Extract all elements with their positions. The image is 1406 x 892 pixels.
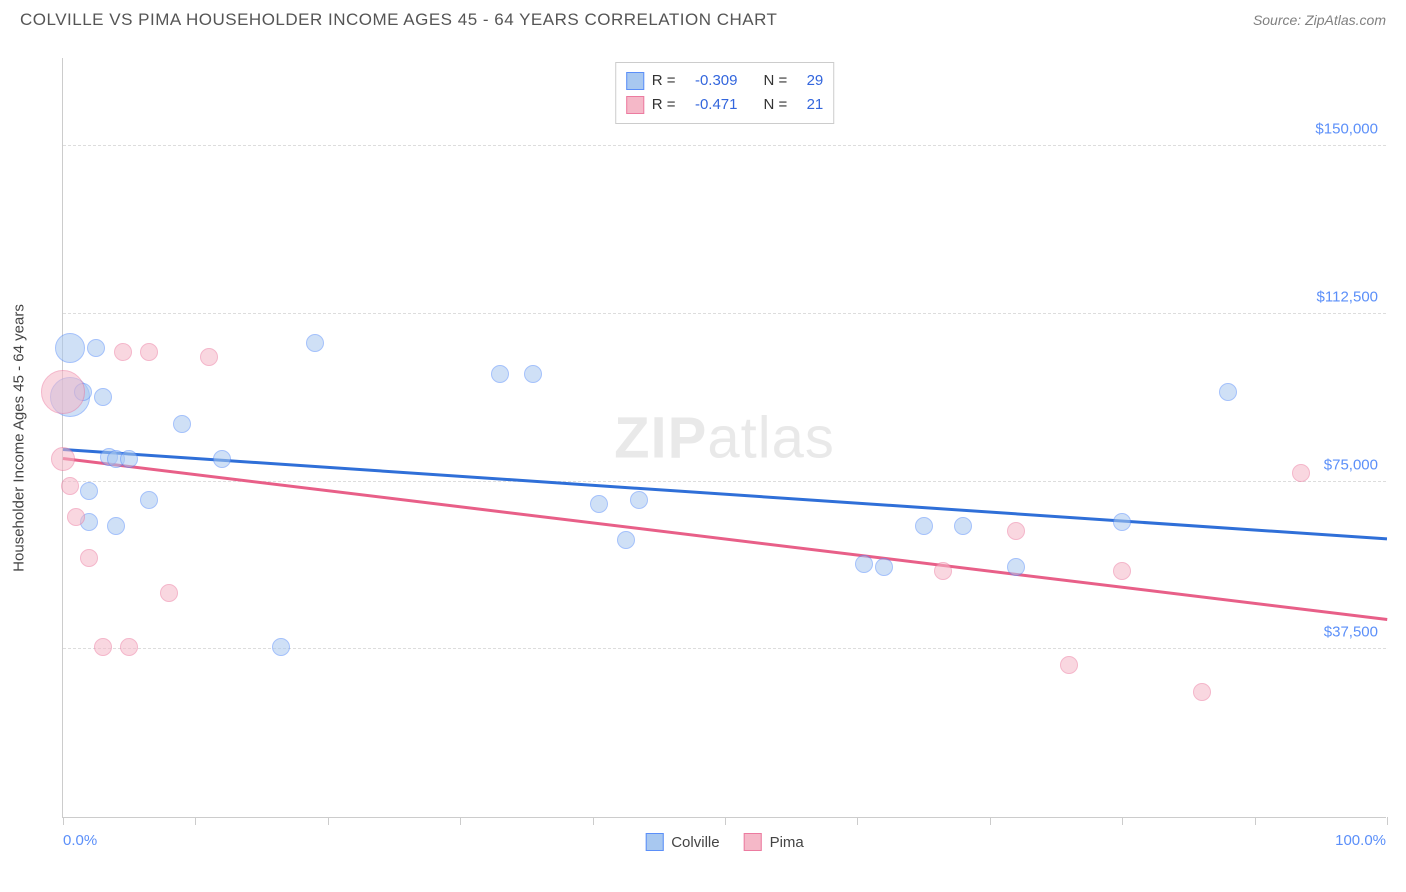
- legend-item: Colville: [645, 833, 719, 851]
- data-point: [915, 517, 933, 535]
- legend-swatch: [626, 96, 644, 114]
- stats-row: R = -0.309 N = 29: [626, 69, 824, 93]
- data-point: [213, 450, 231, 468]
- data-point: [1007, 522, 1025, 540]
- r-label: R =: [652, 93, 676, 117]
- data-point: [1292, 464, 1310, 482]
- x-tick: [328, 817, 329, 825]
- x-tick: [63, 817, 64, 825]
- data-point: [1219, 383, 1237, 401]
- data-point: [160, 584, 178, 602]
- data-point: [306, 334, 324, 352]
- n-label: N =: [764, 69, 788, 93]
- data-point: [1193, 683, 1211, 701]
- data-point: [630, 491, 648, 509]
- data-point: [934, 562, 952, 580]
- gridline: [63, 145, 1386, 146]
- data-point: [87, 339, 105, 357]
- data-point: [954, 517, 972, 535]
- data-point: [1007, 558, 1025, 576]
- gridline: [63, 313, 1386, 314]
- data-point: [51, 447, 75, 471]
- data-point: [80, 549, 98, 567]
- data-point: [41, 370, 85, 414]
- y-tick-label: $37,500: [1324, 624, 1378, 641]
- data-point: [114, 343, 132, 361]
- watermark: ZIPatlas: [614, 404, 835, 471]
- stats-legend: R = -0.309 N = 29 R = -0.471 N = 21: [615, 62, 835, 124]
- y-tick-label: $150,000: [1315, 121, 1378, 138]
- series-legend: Colville Pima: [645, 833, 804, 851]
- data-point: [94, 388, 112, 406]
- x-tick: [593, 817, 594, 825]
- data-point: [120, 450, 138, 468]
- data-point: [94, 638, 112, 656]
- data-point: [855, 555, 873, 573]
- data-point: [67, 508, 85, 526]
- data-point: [617, 531, 635, 549]
- data-point: [107, 517, 125, 535]
- legend-swatch: [744, 833, 762, 851]
- legend-swatch: [645, 833, 663, 851]
- x-axis-label: 0.0%: [63, 832, 97, 849]
- data-point: [590, 495, 608, 513]
- y-axis-title: Householder Income Ages 45 - 64 years: [11, 304, 28, 572]
- watermark-bold: ZIP: [614, 405, 707, 470]
- x-tick: [1387, 817, 1388, 825]
- data-point: [80, 482, 98, 500]
- data-point: [173, 415, 191, 433]
- chart-source: Source: ZipAtlas.com: [1253, 12, 1386, 28]
- x-axis-label: 100.0%: [1335, 832, 1386, 849]
- x-tick: [1255, 817, 1256, 825]
- correlation-chart: Householder Income Ages 45 - 64 years ZI…: [62, 58, 1386, 818]
- data-point: [140, 343, 158, 361]
- x-tick: [857, 817, 858, 825]
- chart-header: COLVILLE VS PIMA HOUSEHOLDER INCOME AGES…: [0, 0, 1406, 38]
- r-label: R =: [652, 69, 676, 93]
- x-tick: [195, 817, 196, 825]
- n-value: 29: [795, 69, 823, 93]
- data-point: [61, 477, 79, 495]
- r-value: -0.309: [684, 69, 738, 93]
- data-point: [1113, 513, 1131, 531]
- x-tick: [1122, 817, 1123, 825]
- legend-label: Pima: [770, 834, 804, 851]
- data-point: [200, 348, 218, 366]
- data-point: [272, 638, 290, 656]
- y-tick-label: $112,500: [1317, 289, 1378, 306]
- data-point: [1060, 656, 1078, 674]
- x-tick: [725, 817, 726, 825]
- n-label: N =: [764, 93, 788, 117]
- data-point: [1113, 562, 1131, 580]
- chart-title: COLVILLE VS PIMA HOUSEHOLDER INCOME AGES…: [20, 10, 777, 30]
- data-point: [524, 365, 542, 383]
- stats-row: R = -0.471 N = 21: [626, 93, 824, 117]
- x-tick: [460, 817, 461, 825]
- r-value: -0.471: [684, 93, 738, 117]
- legend-item: Pima: [744, 833, 804, 851]
- data-point: [491, 365, 509, 383]
- data-point: [875, 558, 893, 576]
- x-tick: [990, 817, 991, 825]
- legend-swatch: [626, 72, 644, 90]
- legend-label: Colville: [671, 834, 719, 851]
- y-tick-label: $75,000: [1324, 456, 1378, 473]
- data-point: [55, 333, 85, 363]
- data-point: [140, 491, 158, 509]
- gridline: [63, 648, 1386, 649]
- data-point: [120, 638, 138, 656]
- trend-line: [63, 448, 1387, 540]
- n-value: 21: [795, 93, 823, 117]
- watermark-rest: atlas: [707, 405, 835, 470]
